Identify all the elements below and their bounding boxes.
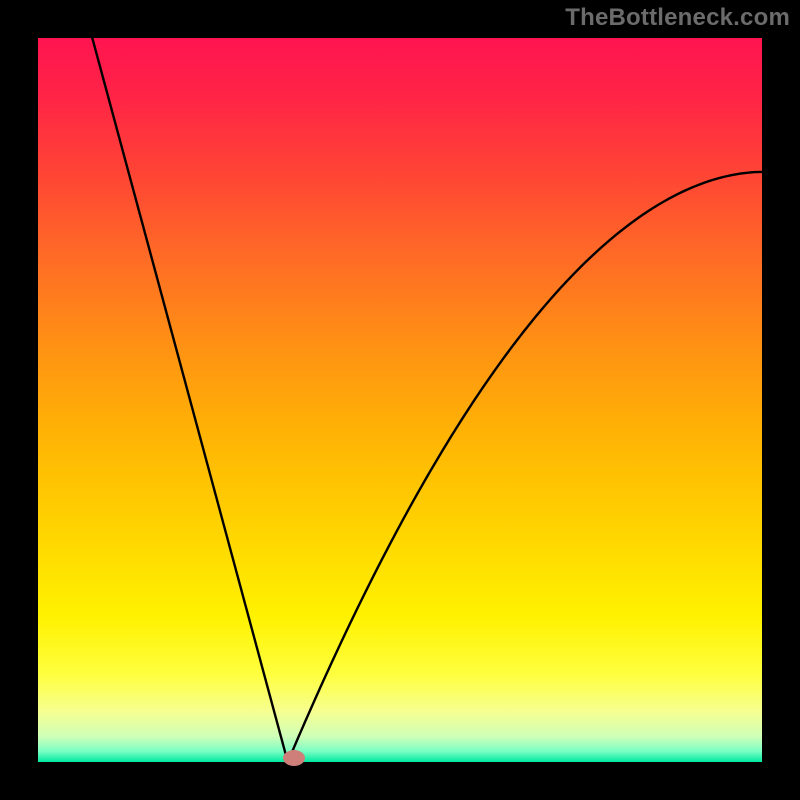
chart-frame: TheBottleneck.com	[0, 0, 800, 800]
watermark-text: TheBottleneck.com	[565, 4, 790, 32]
bottleneck-curve	[0, 0, 800, 800]
minimum-marker	[283, 750, 305, 766]
